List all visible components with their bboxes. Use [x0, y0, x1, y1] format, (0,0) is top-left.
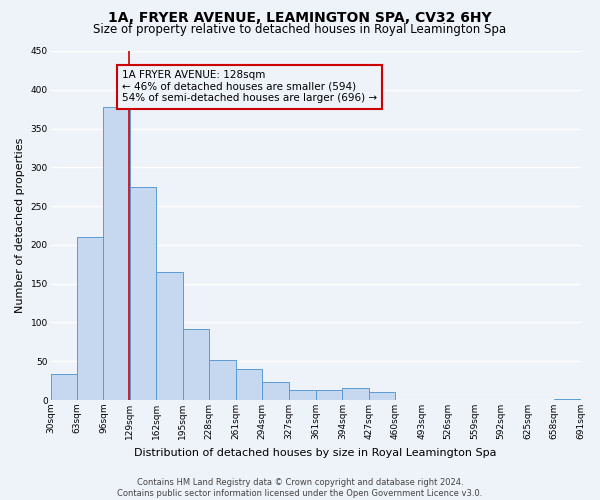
Text: 1A, FRYER AVENUE, LEAMINGTON SPA, CV32 6HY: 1A, FRYER AVENUE, LEAMINGTON SPA, CV32 6… — [108, 12, 492, 26]
Bar — [554, 399, 581, 400]
Bar — [316, 390, 343, 400]
Bar — [157, 272, 183, 400]
Text: 1A FRYER AVENUE: 128sqm
← 46% of detached houses are smaller (594)
54% of semi-d: 1A FRYER AVENUE: 128sqm ← 46% of detache… — [122, 70, 377, 103]
Bar — [209, 360, 236, 400]
Bar — [50, 374, 77, 400]
X-axis label: Distribution of detached houses by size in Royal Leamington Spa: Distribution of detached houses by size … — [134, 448, 497, 458]
Bar — [236, 369, 262, 400]
Bar — [343, 388, 369, 400]
Bar — [77, 237, 103, 400]
Bar — [289, 390, 316, 400]
Text: Contains HM Land Registry data © Crown copyright and database right 2024.
Contai: Contains HM Land Registry data © Crown c… — [118, 478, 482, 498]
Bar — [369, 392, 395, 400]
Bar — [130, 186, 157, 400]
Y-axis label: Number of detached properties: Number of detached properties — [15, 138, 25, 313]
Bar — [183, 330, 209, 400]
Bar — [262, 382, 289, 400]
Bar — [103, 107, 130, 400]
Text: Size of property relative to detached houses in Royal Leamington Spa: Size of property relative to detached ho… — [94, 22, 506, 36]
